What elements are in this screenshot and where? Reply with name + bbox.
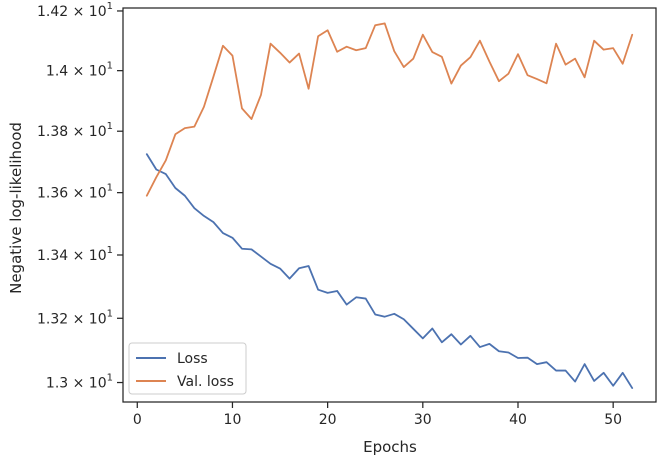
series-line-val-loss	[145, 22, 634, 197]
x-tick-label: 10	[224, 412, 242, 428]
y-tick-label: 1.4 × 101	[46, 61, 113, 80]
legend-label-loss: Loss	[177, 351, 208, 367]
series-line-loss	[145, 153, 634, 389]
y-tick-label: 1.34 × 101	[37, 245, 113, 264]
y-tick-label: 1.36 × 101	[37, 183, 113, 202]
y-axis-label: Negative log-likelihood	[7, 122, 25, 294]
plot-area	[145, 22, 634, 389]
y-axis: 1.3 × 101 1.32 × 101 1.34 × 101 1.36 × 101 1…	[37, 1, 123, 392]
axes-frame	[122, 7, 657, 403]
y-tick-label: 1.32 × 101	[37, 308, 113, 327]
x-axis: 0 10 20 30 40 50	[133, 402, 622, 428]
x-tick-label: 30	[414, 412, 432, 428]
x-tick-label: 40	[509, 412, 527, 428]
x-tick-label: 20	[319, 412, 337, 428]
y-tick-label: 1.3 × 101	[46, 373, 113, 392]
x-axis-label: Epochs	[363, 438, 417, 456]
legend: Loss Val. loss	[128, 342, 247, 395]
x-tick-label: 0	[133, 412, 142, 428]
y-tick-label: 1.38 × 101	[37, 121, 113, 140]
legend-label-val-loss: Val. loss	[177, 374, 234, 390]
x-tick-label: 50	[604, 412, 622, 428]
y-tick-label: 1.42 × 101	[37, 1, 113, 20]
